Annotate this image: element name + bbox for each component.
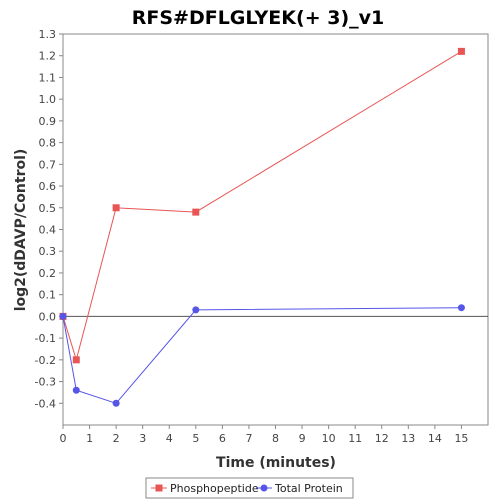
total-protein-point bbox=[112, 399, 120, 407]
y-tick-label: 0.6 bbox=[39, 180, 57, 193]
legend-marker-phosphopeptide bbox=[155, 484, 163, 492]
x-axis: 0 1 2 3 4 5 6 7 8 9 10 11 12 13 14 15 bbox=[60, 425, 468, 445]
x-tick-label: 4 bbox=[166, 432, 173, 445]
y-tick-label: 0.4 bbox=[39, 224, 57, 237]
chart-title: RFS#DFLGLYEK(+ 3)_v1 bbox=[132, 7, 385, 29]
y-tick-label: 0.3 bbox=[39, 245, 57, 258]
y-tick-label: -0.1 bbox=[35, 332, 56, 345]
y-axis: -0.4 -0.3 -0.2 -0.1 0.0 0.1 0.2 0.3 0.4 0.5 0.6 0.7… bbox=[35, 28, 63, 410]
x-tick-label: 14 bbox=[428, 432, 442, 445]
phosphopeptide-point bbox=[192, 208, 200, 216]
total-protein-point bbox=[72, 386, 80, 394]
x-tick-label: 7 bbox=[245, 432, 252, 445]
legend-box bbox=[145, 477, 354, 499]
phosphopeptide-point bbox=[112, 204, 120, 212]
y-tick-label: 1.2 bbox=[39, 50, 57, 63]
y-tick-label: 0.0 bbox=[39, 310, 57, 323]
series-layer bbox=[59, 47, 465, 407]
y-tick-label: 0.9 bbox=[39, 115, 57, 128]
x-tick-label: 6 bbox=[219, 432, 226, 445]
legend: Phosphopeptide Total Protein bbox=[145, 477, 354, 499]
y-tick-label: 1.3 bbox=[39, 28, 57, 41]
y-tick-label: -0.3 bbox=[35, 376, 56, 389]
y-tick-label: -0.4 bbox=[35, 397, 56, 410]
phosphopeptide-point bbox=[457, 47, 465, 55]
x-tick-label: 8 bbox=[272, 432, 279, 445]
y-tick-label: 0.7 bbox=[39, 158, 57, 171]
x-tick-label: 12 bbox=[375, 432, 389, 445]
y-tick-label: 0.5 bbox=[39, 202, 57, 215]
legend-marker-total-protein bbox=[260, 484, 268, 492]
x-tick-label: 15 bbox=[454, 432, 468, 445]
y-tick-label: 1.1 bbox=[39, 71, 57, 84]
x-tick-label: 10 bbox=[322, 432, 336, 445]
phosphopeptide-point bbox=[72, 356, 80, 364]
x-tick-label: 2 bbox=[113, 432, 120, 445]
x-tick-label: 5 bbox=[192, 432, 199, 445]
plot-area bbox=[62, 33, 489, 426]
y-tick-label: 1.0 bbox=[39, 93, 57, 106]
total-protein-point bbox=[192, 306, 200, 314]
total-protein-point bbox=[59, 312, 67, 320]
y-axis-label: log2(dDAVP/Control) bbox=[13, 149, 29, 312]
x-tick-label: 11 bbox=[348, 432, 362, 445]
y-tick-label: 0.2 bbox=[39, 267, 57, 280]
y-tick-label: -0.2 bbox=[35, 354, 56, 367]
y-tick-label: 0.1 bbox=[39, 289, 57, 302]
x-tick-label: 9 bbox=[299, 432, 306, 445]
y-tick-label: 0.8 bbox=[39, 137, 57, 150]
legend-label-phosphopeptide: Phosphopeptide bbox=[170, 482, 259, 495]
x-tick-label: 3 bbox=[139, 432, 146, 445]
x-axis-label: Time (minutes) bbox=[216, 455, 336, 471]
x-tick-label: 13 bbox=[401, 432, 415, 445]
legend-label-total-protein: Total Protein bbox=[274, 482, 343, 495]
total-protein-point bbox=[457, 304, 465, 312]
x-tick-label: 1 bbox=[86, 432, 93, 445]
x-tick-label: 0 bbox=[60, 432, 67, 445]
